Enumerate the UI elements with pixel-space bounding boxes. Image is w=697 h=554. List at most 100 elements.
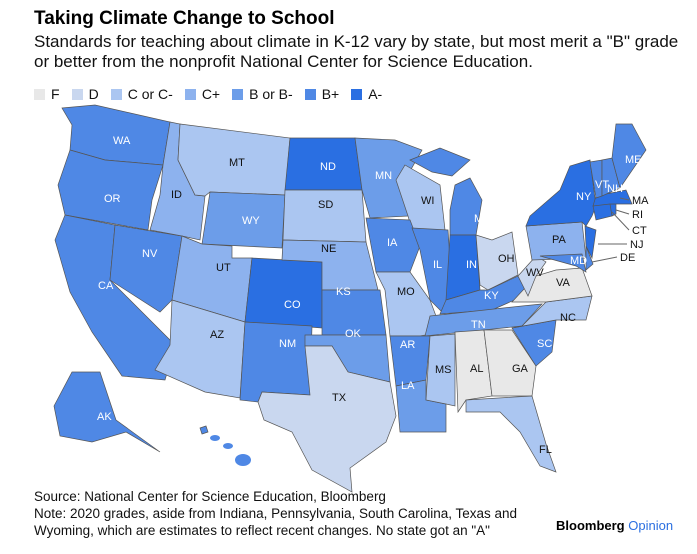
state-wy	[201, 191, 286, 249]
state-label: DE	[620, 252, 635, 264]
state-al	[454, 329, 493, 414]
state-label: SD	[318, 199, 333, 211]
state-tn	[424, 303, 543, 337]
legend-swatch	[110, 89, 122, 100]
state-label: WA	[113, 135, 131, 147]
state-nm	[239, 321, 313, 403]
legend-label: F	[51, 86, 60, 102]
state-label: VA	[556, 277, 571, 289]
state-label: NE	[321, 243, 336, 255]
brand-logo: Bloomberg Opinion	[556, 518, 674, 533]
legend-item: D	[71, 86, 99, 102]
state-md	[539, 253, 587, 273]
state-sd	[282, 189, 367, 243]
state-label: WV	[526, 267, 544, 279]
state-hi-island	[235, 454, 251, 466]
legend-label: A-	[368, 86, 383, 102]
legend-item: A-	[351, 86, 382, 102]
state-label: NH	[607, 183, 623, 195]
state-hi-island	[223, 443, 233, 449]
legend-item: C or C-	[110, 86, 173, 102]
state-hi	[199, 425, 209, 435]
state-label: MI	[474, 213, 486, 225]
legend-label: B or B-	[249, 86, 293, 102]
state-label: AL	[470, 363, 483, 375]
leader-line	[615, 209, 630, 215]
state-label: UT	[216, 262, 231, 274]
state-mi	[409, 147, 471, 177]
state-label: SC	[537, 338, 552, 350]
state-label: NC	[560, 312, 576, 324]
state-label: FL	[539, 444, 552, 456]
legend-swatch	[351, 89, 363, 100]
state-label: AZ	[210, 329, 224, 341]
leader-line	[591, 256, 618, 263]
state-label: RI	[632, 209, 643, 221]
state-label: CA	[98, 280, 114, 292]
state-label: IA	[387, 237, 398, 249]
legend-item: C+	[184, 86, 221, 102]
state-label: WI	[421, 195, 434, 207]
legend-swatch	[34, 89, 45, 100]
state-tx	[257, 345, 397, 493]
state-label: ND	[320, 161, 336, 173]
state-label: MT	[229, 157, 245, 169]
legend-swatch	[71, 89, 83, 100]
state-co	[244, 257, 323, 329]
state-label: AK	[97, 411, 112, 423]
state-mi	[449, 177, 483, 236]
state-label: OR	[104, 193, 121, 205]
state-ga	[483, 329, 537, 397]
state-label: ME	[625, 154, 642, 166]
state-oh	[475, 231, 519, 291]
state-label: OH	[498, 253, 515, 265]
leader-line	[619, 197, 630, 201]
state-label: OK	[345, 328, 362, 340]
state-label: WY	[242, 215, 260, 227]
legend-swatch	[184, 89, 196, 100]
legend-label: D	[88, 86, 99, 102]
state-label: VT	[595, 179, 609, 191]
state-label: ID	[171, 189, 182, 201]
state-label: KS	[336, 286, 351, 298]
chart-subtitle: Standards for teaching about climate in …	[34, 32, 679, 71]
legend-swatch	[304, 89, 316, 100]
state-label: MD	[570, 255, 587, 267]
state-label: CO	[284, 299, 301, 311]
state-label: MN	[375, 170, 392, 182]
legend-item: F	[34, 86, 60, 102]
legend-item: B+	[304, 86, 340, 102]
source-note: Source: National Center for Science Educ…	[34, 489, 386, 504]
state-label: MO	[397, 286, 415, 298]
legend-swatch	[232, 89, 244, 100]
leader-line	[611, 211, 630, 231]
legend: F D C or C- C+ B or B- B+ A-	[34, 86, 382, 102]
state-label: GA	[512, 363, 529, 375]
legend-label: B+	[321, 86, 340, 102]
state-label: TX	[332, 392, 347, 404]
footer: Source: National Center for Science Educ…	[34, 488, 544, 539]
state-label: CT	[632, 225, 647, 237]
state-me	[611, 123, 647, 189]
legend-item: B or B-	[232, 86, 293, 102]
state-label: MS	[435, 364, 452, 376]
state-ms	[425, 333, 456, 407]
state-label: TN	[471, 319, 486, 331]
state-hi-island	[210, 435, 220, 441]
state-ak	[53, 371, 161, 453]
methodology-note: Note: 2020 grades, aside from Indiana, P…	[34, 506, 518, 538]
legend-label: C or C-	[127, 86, 173, 102]
state-or	[57, 149, 164, 231]
state-label: AR	[400, 339, 415, 351]
state-label: NV	[142, 248, 158, 260]
state-label: KY	[484, 290, 499, 302]
state-de	[585, 245, 594, 271]
legend-label: C+	[201, 86, 221, 102]
state-label: MA	[632, 195, 649, 207]
state-label: PA	[552, 234, 567, 246]
state-ia	[365, 217, 421, 273]
chart-title: Taking Climate Change to School	[34, 8, 335, 29]
state-label: IL	[433, 259, 442, 271]
